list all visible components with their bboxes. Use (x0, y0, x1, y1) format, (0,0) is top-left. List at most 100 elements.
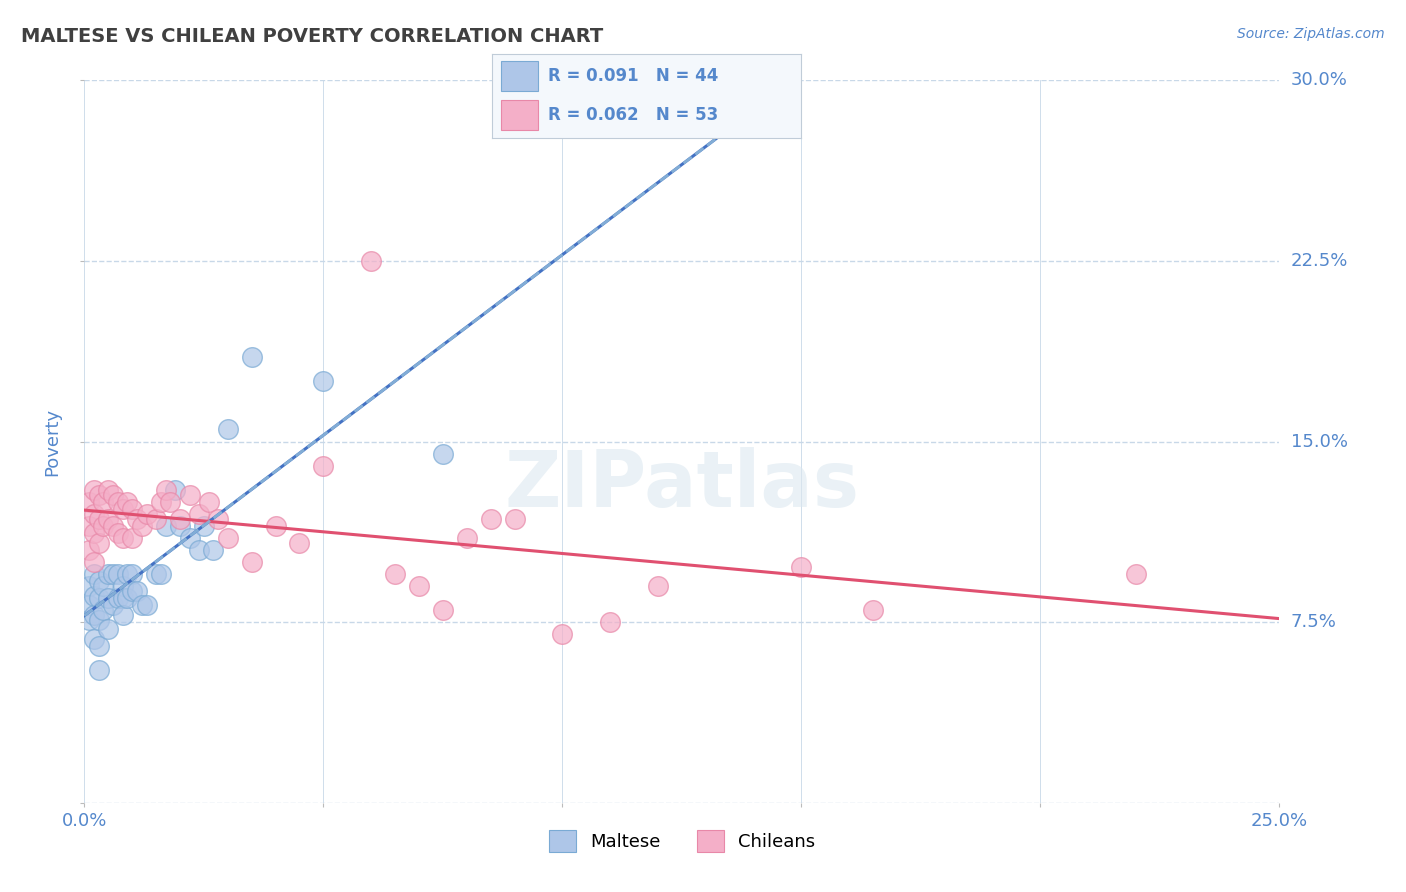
Point (111, 607, 134, 622)
Point (551, 627, 574, 641)
Point (77, 613, 100, 627)
Point (97, 483, 120, 497)
Point (87, 574, 110, 589)
Point (408, 579, 430, 593)
Point (111, 531, 134, 545)
Point (240, 350, 263, 364)
Point (93, 518, 115, 533)
Point (264, 518, 287, 533)
Point (165, 483, 187, 497)
Point (479, 511, 502, 525)
Point (97, 511, 120, 525)
Point (131, 599, 153, 613)
Point (240, 555, 263, 569)
Point (647, 579, 669, 593)
Point (83, 632, 105, 646)
Point (862, 603, 884, 617)
Point (111, 579, 134, 593)
Point (432, 603, 454, 617)
Point (145, 567, 167, 582)
Point (149, 567, 172, 582)
Point (188, 542, 211, 557)
Point (83, 483, 105, 497)
Point (135, 599, 157, 613)
Point (101, 599, 124, 613)
Point (599, 615, 621, 630)
Point (117, 494, 139, 508)
Text: Source: ZipAtlas.com: Source: ZipAtlas.com (1237, 27, 1385, 41)
Point (456, 531, 478, 545)
Text: 30.0%: 30.0% (1291, 71, 1347, 89)
Point (145, 511, 167, 525)
Point (288, 535, 311, 549)
Point (207, 511, 229, 525)
Point (149, 494, 172, 508)
Point (77, 542, 100, 557)
Point (83, 507, 105, 521)
Text: R = 0.062   N = 53: R = 0.062 N = 53 (548, 105, 718, 123)
Point (83, 526, 105, 541)
Point (83, 555, 105, 569)
Point (97, 567, 120, 582)
Text: 22.5%: 22.5% (1291, 252, 1348, 270)
Point (87, 591, 110, 605)
Point (97, 591, 120, 605)
Point (125, 511, 148, 525)
Point (384, 567, 406, 582)
Point (87, 613, 110, 627)
Point (179, 487, 201, 501)
Point (135, 507, 157, 521)
Bar (502, 62, 538, 91)
Point (1125, 567, 1147, 582)
Point (87, 487, 110, 501)
Point (83, 567, 105, 582)
Text: R = 0.091   N = 44: R = 0.091 N = 44 (548, 68, 718, 86)
Point (101, 567, 124, 582)
Point (107, 494, 129, 508)
Point (111, 502, 134, 516)
Point (790, 559, 813, 574)
Point (121, 502, 143, 516)
Point (87, 511, 110, 525)
Point (77, 518, 100, 533)
Point (188, 507, 211, 521)
Point (87, 639, 110, 653)
Point (312, 374, 335, 388)
Point (202, 542, 225, 557)
Point (107, 591, 129, 605)
Point (93, 579, 115, 593)
Point (121, 567, 143, 582)
Y-axis label: Poverty: Poverty (44, 408, 62, 475)
Point (117, 567, 139, 582)
Point (93, 494, 115, 508)
Point (155, 483, 177, 497)
Text: 7.5%: 7.5% (1291, 613, 1337, 632)
Point (169, 511, 191, 525)
Point (193, 518, 215, 533)
Point (169, 518, 191, 533)
Point (77, 579, 100, 593)
Point (111, 591, 134, 605)
Point (121, 531, 143, 545)
Point (93, 603, 115, 617)
Point (217, 422, 239, 436)
Point (155, 518, 177, 533)
Text: MALTESE VS CHILEAN POVERTY CORRELATION CHART: MALTESE VS CHILEAN POVERTY CORRELATION C… (21, 27, 603, 45)
Text: 15.0%: 15.0% (1291, 433, 1347, 450)
Point (131, 518, 153, 533)
Point (432, 446, 454, 460)
Point (107, 567, 129, 582)
Point (87, 664, 110, 678)
Point (179, 531, 201, 545)
Point (101, 487, 124, 501)
Point (83, 589, 105, 603)
Point (197, 494, 219, 508)
Point (312, 458, 335, 473)
Point (87, 535, 110, 549)
Point (360, 253, 382, 268)
Bar (502, 100, 538, 130)
Point (97, 623, 120, 637)
Point (217, 531, 239, 545)
Text: ZIPatlas: ZIPatlas (505, 447, 859, 523)
Point (77, 494, 100, 508)
